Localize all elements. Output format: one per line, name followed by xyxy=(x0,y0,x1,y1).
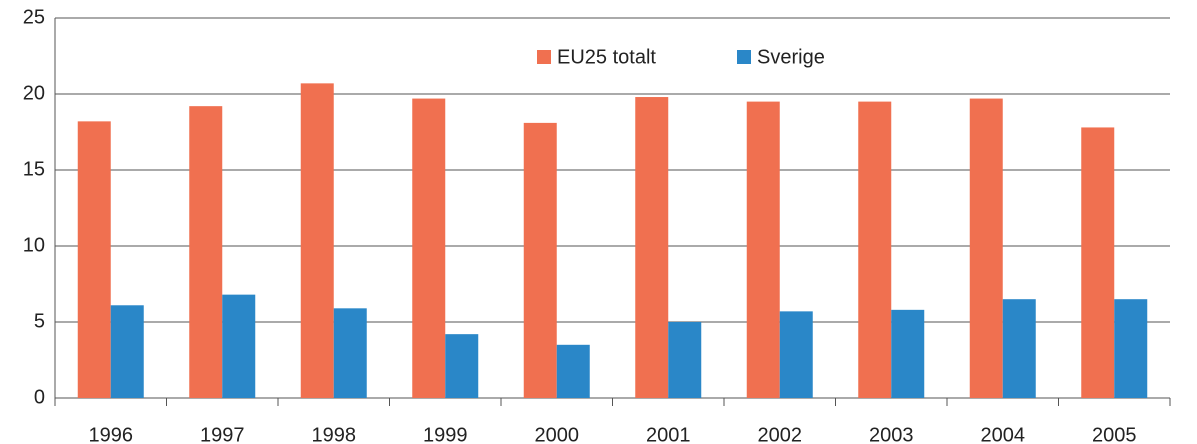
x-tick-label: 1997 xyxy=(200,424,245,444)
bar xyxy=(300,83,334,399)
legend-label: Sverige xyxy=(757,46,825,68)
bar xyxy=(635,97,669,398)
y-tick-label: 25 xyxy=(23,6,45,28)
x-tick-label: 1998 xyxy=(312,424,357,444)
bar xyxy=(189,106,223,398)
y-tick-label: 15 xyxy=(23,158,45,180)
y-tick-label: 5 xyxy=(34,310,45,332)
bar xyxy=(556,344,590,398)
bar xyxy=(110,305,144,398)
x-tick-label: 2001 xyxy=(646,424,691,444)
y-tick-label: 0 xyxy=(34,386,45,408)
bar xyxy=(779,311,813,398)
y-tick-label: 20 xyxy=(23,82,45,104)
y-tick-label: 10 xyxy=(23,234,45,256)
legend-marker xyxy=(737,50,751,64)
bar xyxy=(523,122,557,398)
bar xyxy=(858,101,892,398)
x-tick-label: 1999 xyxy=(423,424,468,444)
x-tick-label: 2005 xyxy=(1092,424,1137,444)
x-tick-label: 2003 xyxy=(869,424,914,444)
bar xyxy=(333,308,367,398)
legend-marker xyxy=(537,50,551,64)
bar xyxy=(668,322,702,398)
bar xyxy=(891,309,925,398)
bar xyxy=(746,101,780,398)
x-tick-label: 1996 xyxy=(89,424,134,444)
x-tick-label: 2002 xyxy=(758,424,803,444)
x-tick-label: 2004 xyxy=(981,424,1026,444)
bar xyxy=(445,334,479,398)
bar xyxy=(1002,299,1036,398)
bar xyxy=(77,121,111,399)
bar xyxy=(412,98,446,398)
x-tick-label: 2000 xyxy=(535,424,580,444)
bar xyxy=(1081,127,1115,398)
bar xyxy=(969,98,1003,398)
bar xyxy=(1114,299,1148,398)
legend-label: EU25 totalt xyxy=(557,46,656,68)
bar xyxy=(222,294,256,398)
